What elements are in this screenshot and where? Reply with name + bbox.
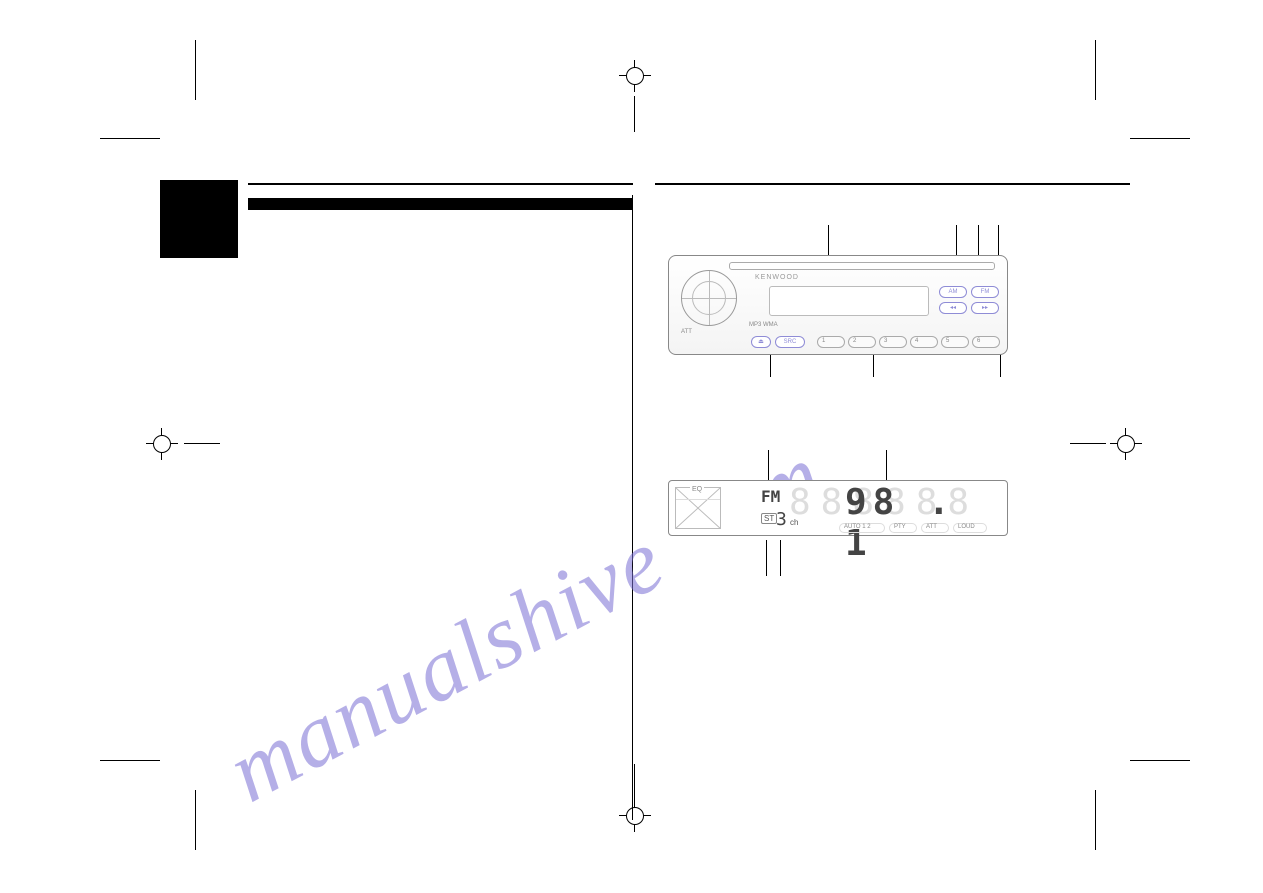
eq-indicator-box: EQ [675, 487, 721, 529]
display-panel-illustration: EQ FM ST 3 ch 888888 98 . 1 AUTO 1 2 PTY… [668, 480, 1028, 600]
preset-button: 2 [848, 336, 876, 348]
callout-line [766, 540, 767, 576]
radio-unit-illustration: ATT KENWOOD MP3 WMA AM FM ◂◂ ▸▸ ⏏ SRC 1 … [668, 255, 1028, 385]
radio-body: ATT KENWOOD MP3 WMA AM FM ◂◂ ▸▸ ⏏ SRC 1 … [668, 255, 1008, 355]
preset-button: 6 [972, 336, 1000, 348]
am-button: AM [939, 286, 967, 298]
crop-mark [1070, 443, 1106, 444]
eq-x-icon [676, 488, 720, 528]
registration-mark [146, 428, 178, 460]
preset-button: 1 [817, 336, 845, 348]
indicator-pill: ATT [921, 523, 949, 533]
indicator-pill: LOUD [953, 523, 987, 533]
registration-mark [619, 800, 651, 832]
section-header-box [160, 180, 238, 258]
next-button: ▸▸ [971, 302, 999, 314]
src-button: SRC [775, 336, 805, 348]
display-body: EQ FM ST 3 ch 888888 98 . 1 AUTO 1 2 PTY… [668, 480, 1008, 536]
indicator-pill: PTY [889, 523, 917, 533]
crop-mark [195, 790, 196, 850]
lcd-display [769, 286, 929, 316]
crop-mark [100, 138, 160, 139]
fm-button: FM [971, 286, 999, 298]
brand-label: KENWOOD [755, 274, 799, 281]
control-knob: ATT [681, 270, 737, 326]
preset-button: 3 [879, 336, 907, 348]
att-label: ATT [681, 329, 692, 335]
callout-line [780, 540, 781, 576]
crop-mark [100, 760, 160, 761]
eq-label: EQ [690, 486, 704, 493]
crop-mark [1095, 790, 1096, 850]
crop-mark [1095, 40, 1096, 100]
section-header-bar [248, 198, 633, 210]
crop-mark [195, 40, 196, 100]
disc-slot [729, 262, 995, 270]
crop-mark [634, 764, 635, 800]
prev-button: ◂◂ [939, 302, 967, 314]
eject-button: ⏏ [751, 336, 771, 348]
header-rule [655, 183, 1130, 185]
crop-mark [634, 96, 635, 132]
indicator-pill: AUTO 1 2 [839, 523, 885, 533]
preset-number: 3 [776, 509, 787, 530]
format-label: MP3 WMA [749, 322, 778, 328]
column-divider [632, 195, 633, 820]
band-label: FM [761, 487, 780, 506]
stereo-label: ST [761, 513, 777, 524]
preset-button: 4 [910, 336, 938, 348]
crop-mark [1130, 138, 1190, 139]
registration-mark [1110, 428, 1142, 460]
header-rule [248, 183, 633, 185]
preset-button: 5 [941, 336, 969, 348]
crop-mark [1130, 760, 1190, 761]
crop-mark [184, 443, 220, 444]
registration-mark [619, 60, 651, 92]
